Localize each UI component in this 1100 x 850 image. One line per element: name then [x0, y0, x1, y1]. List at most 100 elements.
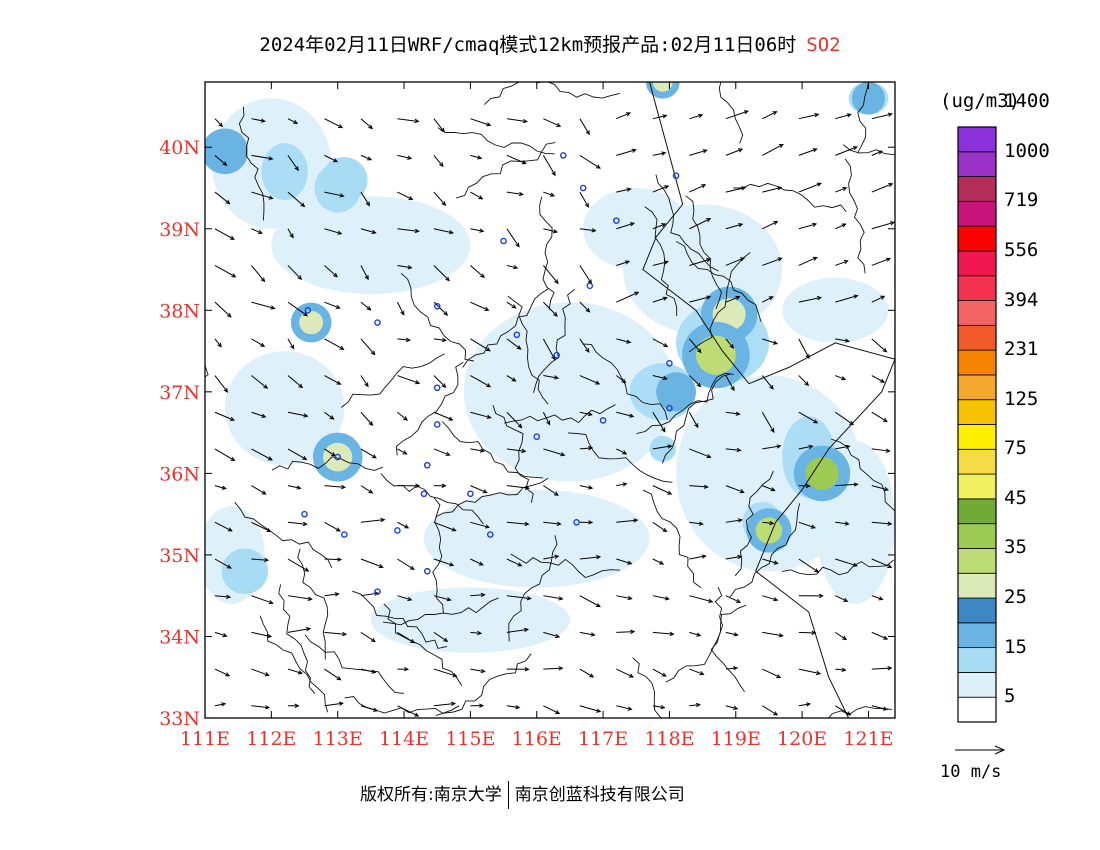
- boundary-line: [831, 438, 895, 512]
- wind-arrow: [616, 188, 631, 193]
- wind-arrow: [324, 154, 338, 163]
- city-marker-icon: [666, 404, 673, 412]
- wind-arrow-head: [486, 383, 492, 388]
- wind-arrow-head: [882, 417, 888, 423]
- wind-arrow-head: [843, 597, 849, 602]
- wind-arrow: [871, 558, 892, 568]
- wind-arrow: [689, 631, 701, 637]
- wind-arrow-head: [627, 706, 633, 711]
- wind-arrow: [725, 631, 738, 636]
- wind-arrow-head: [450, 701, 457, 707]
- wind-arrow-head: [365, 201, 371, 207]
- concentration-blob: [423, 489, 650, 588]
- lon-tick-label: 120E: [777, 728, 827, 750]
- wind-arrow: [835, 445, 850, 450]
- wind-arrow: [433, 631, 448, 642]
- wind-arrow-head: [230, 456, 236, 462]
- wind-arrow: [470, 448, 484, 452]
- wind-arrow: [798, 631, 816, 634]
- wind-arrow: [871, 338, 887, 353]
- boundary-line: [567, 432, 673, 483]
- wind-arrow-head: [769, 384, 774, 390]
- boundary-line: [340, 353, 445, 408]
- wind-arrow-head: [264, 672, 270, 677]
- wind-arrow-head: [289, 233, 294, 239]
- wind-arrow-head: [484, 524, 491, 529]
- wind-arrow-head: [342, 631, 348, 637]
- boundary-line: [685, 195, 722, 310]
- wind-arrow: [287, 485, 301, 489]
- wind-arrow-head: [551, 171, 556, 177]
- wind-arrow: [689, 296, 711, 303]
- legend-swatch: [957, 622, 997, 649]
- vector-reference-arrow-head: [994, 745, 1006, 755]
- so2-hotspot: [221, 548, 269, 595]
- wind-arrow: [835, 338, 849, 342]
- wind-arrow: [543, 485, 559, 496]
- title-pollutant: SO2: [806, 34, 841, 56]
- wind-arrow-head: [226, 564, 232, 569]
- wind-arrow: [616, 483, 627, 487]
- boundary-line: [380, 473, 484, 525]
- wind-arrow: [433, 521, 456, 532]
- boundary-line: [734, 470, 774, 577]
- wind-arrow: [470, 228, 484, 232]
- wind-arrow: [214, 558, 232, 569]
- boundary-line: [508, 535, 558, 642]
- wind-arrow-head: [341, 484, 347, 490]
- wind-arrow-head: [694, 423, 699, 429]
- wind-arrow-head: [622, 482, 628, 487]
- city-marker-icon: [433, 384, 441, 392]
- wind-arrow: [287, 118, 298, 124]
- wind-arrow-head: [595, 380, 601, 385]
- vector-reference-label: 10 m/s: [940, 762, 1002, 782]
- wind-arrow: [871, 295, 885, 303]
- boundary-line: [781, 559, 894, 576]
- wind-arrow: [616, 411, 634, 417]
- wind-arrow-head: [696, 348, 702, 354]
- wind-arrow-head: [268, 600, 274, 605]
- wind-arrow: [579, 595, 601, 608]
- wind-arrow-head: [415, 483, 421, 488]
- wind-arrow: [579, 631, 595, 636]
- wind-arrow-head: [297, 670, 303, 675]
- wind-arrow-head: [737, 518, 743, 523]
- wind-arrow-head: [554, 279, 559, 285]
- lon-tick-label: 112E: [246, 728, 296, 750]
- wind-arrow-head: [479, 228, 485, 233]
- wind-arrow-head: [266, 633, 273, 638]
- wind-arrow-head: [478, 561, 484, 566]
- wind-arrow: [251, 668, 269, 676]
- wind-arrow: [871, 258, 891, 266]
- boundary-line: [271, 456, 383, 471]
- wind-arrow-head: [587, 411, 593, 417]
- wind-arrow: [324, 338, 344, 350]
- wind-arrow: [506, 485, 529, 489]
- wind-arrow-head: [226, 594, 232, 599]
- lon-tick-label: 114E: [379, 728, 429, 750]
- wind-arrow: [689, 555, 706, 560]
- wind-arrow-head: [736, 598, 742, 603]
- wind-arrow: [652, 152, 666, 156]
- wind-arrow-head: [841, 667, 847, 672]
- so2-hotspot: [321, 157, 368, 203]
- wind-arrow: [506, 448, 526, 452]
- legend-swatch: [957, 151, 997, 177]
- wind-arrow: [725, 555, 742, 560]
- wind-arrow: [214, 485, 226, 490]
- so2-hotspot: [805, 457, 839, 490]
- wind-arrow: [689, 595, 713, 603]
- wind-arrow: [652, 485, 672, 495]
- coastline: [642, 82, 895, 718]
- wind-arrow: [579, 118, 590, 135]
- wind-arrow: [762, 186, 782, 193]
- wind-arrow: [835, 558, 858, 567]
- wind-arrow-head: [367, 156, 373, 161]
- wind-arrow: [798, 113, 819, 120]
- wind-arrow: [324, 631, 347, 635]
- wind-arrow-head: [261, 490, 267, 495]
- lat-tick-label: 35N: [159, 545, 200, 567]
- wind-arrow-head: [768, 296, 774, 301]
- copyright-footer: 版权所有:南京大学 南京创蓝科技有限公司: [360, 780, 685, 809]
- wind-arrow: [251, 448, 273, 461]
